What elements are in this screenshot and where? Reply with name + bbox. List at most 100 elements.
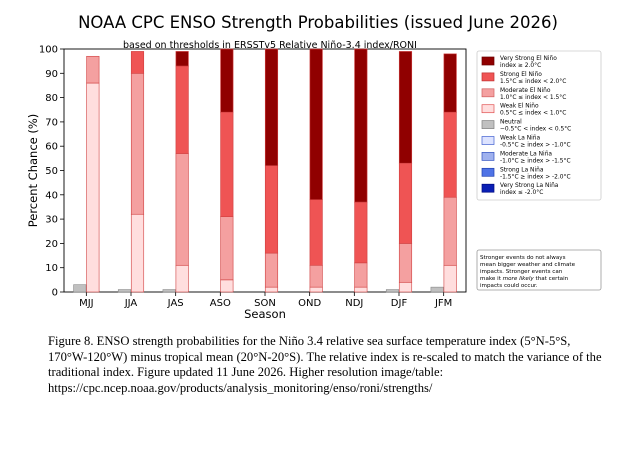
legend-swatch — [481, 72, 495, 82]
x-tick-label: JAS — [167, 298, 184, 309]
legend-label: Moderate La Niña — [500, 151, 552, 157]
bar-moderate-el-ni-o-jja — [130, 73, 145, 215]
legend-swatch — [481, 167, 495, 177]
y-tick-label: 80 — [45, 93, 58, 104]
bar-weak-el-ni-o-jas — [175, 264, 189, 293]
legend-label: Very Strong La Niña — [500, 183, 559, 189]
legend-label: Very Strong El Niño — [500, 56, 557, 62]
note-line-4-post: that certain — [534, 276, 569, 282]
x-tick-label: JFM — [434, 298, 452, 309]
bar-weak-el-ni-o-ond — [309, 286, 323, 293]
legend-label: Moderate El Niño — [500, 88, 551, 94]
bar-moderate-el-ni-o-aso — [220, 216, 234, 281]
y-tick-label: 70 — [45, 117, 58, 128]
bar-moderate-el-ni-o-mjj — [86, 55, 100, 84]
impact-note-frame — [476, 249, 602, 291]
bar-very-strong-el-ni-o-aso — [220, 48, 234, 113]
y-tick-label: 10 — [45, 263, 58, 274]
legend-range: 1.5°C ≤ index < 2.0°C — [500, 79, 566, 85]
bar-strong-el-ni-o-jas — [175, 65, 189, 154]
note-line-4-em: more likely — [503, 276, 535, 282]
legend-swatch — [481, 183, 495, 193]
note-line-5: impacts could occur. — [480, 283, 538, 289]
y-tick-label: 50 — [45, 166, 58, 177]
bar-strong-el-ni-o-jja — [130, 51, 145, 74]
legend-label: Weak La Niña — [500, 136, 541, 142]
legend-swatch — [481, 152, 495, 161]
plot-area: 0 10 20 30 40 50 60 70 80 90 100 Percent Chance (%)… — [26, 45, 467, 321]
x-axis-label: Season — [244, 307, 286, 321]
bar-strong-el-ni-o-aso — [220, 111, 234, 217]
bar-strong-el-ni-o-ndj — [354, 201, 368, 264]
bar-neutral-djf — [385, 289, 400, 293]
bar-weak-el-ni-o-jfm — [443, 264, 457, 293]
legend-label: Strong La Niña — [500, 167, 544, 173]
x-tick-label: JJA — [124, 298, 138, 309]
note-line-4-pre: make it — [480, 276, 503, 282]
y-tick-label: 30 — [45, 215, 58, 226]
y-tick-label: 60 — [45, 142, 58, 153]
y-tick-label: 20 — [45, 239, 58, 250]
bar-weak-el-ni-o-son — [264, 286, 279, 293]
bar-very-strong-el-ni-o-ndj — [354, 48, 368, 203]
y-tick-label: 90 — [45, 69, 58, 80]
bar-moderate-el-ni-o-djf — [398, 243, 413, 283]
legend-range: -1.5°C ≥ index > -2.0°C — [500, 174, 571, 180]
note-line-3: impacts. Stronger events can — [480, 269, 563, 275]
x-tick-label: MJJ — [79, 298, 94, 309]
legend-swatch — [481, 56, 495, 66]
bar-weak-el-ni-o-djf — [398, 281, 413, 293]
legend-label: Neutral — [500, 120, 522, 126]
note-line-2: mean bigger weather and climate — [480, 262, 576, 268]
bar-very-strong-el-ni-o-jfm — [443, 53, 457, 113]
bar-strong-el-ni-o-djf — [398, 162, 413, 244]
bar-very-strong-el-ni-o-jas — [175, 51, 189, 67]
x-tick-label: SON — [254, 298, 276, 309]
bar-moderate-el-ni-o-jas — [175, 153, 189, 266]
x-tick-label: OND — [298, 298, 321, 309]
bar-neutral-jfm — [430, 286, 444, 293]
note-line-4: make it more likely that certain — [480, 276, 569, 282]
y-axis-label: Percent Chance (%) — [26, 114, 40, 228]
bar-weak-el-ni-o-jja — [130, 213, 145, 293]
bar-moderate-el-ni-o-jfm — [443, 196, 457, 266]
legend-range: -0.5°C ≥ index > -1.0°C — [500, 143, 571, 149]
bar-weak-el-ni-o-mjj — [86, 82, 100, 293]
impact-note: Stronger events do not always mean bigge… — [476, 249, 602, 291]
x-tick-label: ASO — [210, 298, 231, 309]
legend-swatch — [481, 120, 495, 129]
bar-very-strong-el-ni-o-ond — [309, 48, 323, 200]
legend-label: Weak El Niño — [500, 104, 539, 110]
y-tick-label: 100 — [39, 45, 58, 56]
legend-label: Strong El Niño — [500, 72, 542, 78]
y-tick-label: 40 — [45, 190, 58, 201]
bar-strong-el-ni-o-ond — [309, 199, 323, 266]
chart-subtitle: based on thresholds in ERSSTv5 Relative … — [123, 40, 417, 51]
legend-range: 0.5°C ≤ index < 1.0°C — [500, 111, 566, 117]
x-tick-label: NDJ — [345, 298, 363, 309]
legend-frame — [476, 50, 602, 201]
bar-very-strong-el-ni-o-son — [264, 48, 279, 166]
bar-very-strong-el-ni-o-djf — [398, 51, 413, 164]
x-tick-label: DJF — [391, 298, 408, 309]
bar-weak-el-ni-o-aso — [220, 279, 234, 293]
legend-range: 1.0°C ≤ index < 1.5°C — [500, 95, 566, 101]
bar-neutral-mjj — [73, 284, 87, 293]
bar-strong-el-ni-o-jfm — [443, 111, 457, 198]
legend-range: index ≤ -2.0°C — [500, 190, 543, 196]
enso-chart: NOAA CPC ENSO Strength Probabilities (is… — [26, 13, 602, 321]
bar-strong-el-ni-o-son — [264, 165, 279, 254]
legend-range: −0.5°C < index < 0.5°C — [500, 127, 571, 133]
bar-neutral-jas — [162, 289, 176, 293]
chart-title: NOAA CPC ENSO Strength Probabilities (is… — [78, 13, 558, 32]
figure-caption: Figure 8. ENSO strength probabilities fo… — [48, 334, 602, 395]
bar-moderate-el-ni-o-ond — [309, 264, 323, 288]
bar-weak-el-ni-o-ndj — [354, 286, 368, 293]
y-tick-label: 0 — [52, 288, 58, 299]
bar-neutral-jja — [117, 289, 132, 293]
legend-swatch — [481, 104, 495, 114]
legend-range: -1.0°C ≥ index > -1.5°C — [500, 158, 571, 164]
legend-swatch — [481, 88, 495, 98]
note-line-1: Stronger events do not always — [480, 255, 566, 261]
